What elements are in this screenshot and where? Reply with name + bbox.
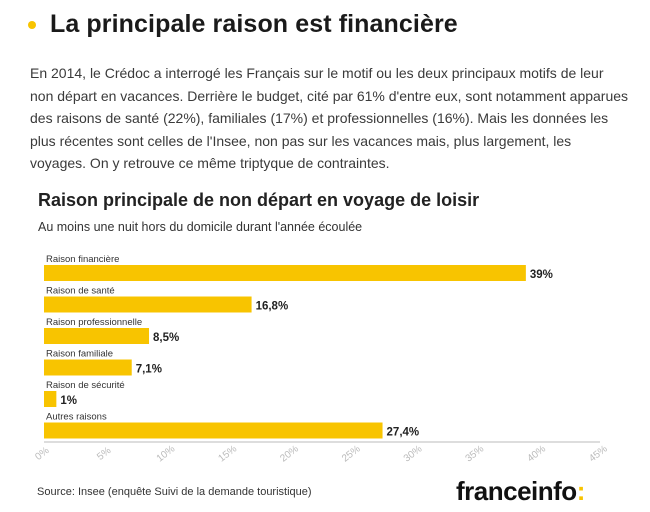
bar	[44, 422, 383, 439]
data-label: 1%	[60, 395, 77, 407]
logo-text: franceinfo	[456, 476, 577, 506]
category-label: Autres raisons	[46, 412, 107, 423]
x-tick-label: 45%	[587, 443, 610, 464]
category-label: Raison de santé	[46, 286, 115, 297]
x-tick-label: 35%	[464, 443, 487, 464]
data-label: 39%	[530, 269, 553, 281]
x-tick-label: 10%	[155, 443, 178, 464]
bullet-icon	[28, 20, 36, 29]
category-label: Raison financière	[46, 254, 119, 265]
source-note: Source: Insee (enquête Suivi de la deman…	[37, 486, 312, 498]
x-tick-label: 20%	[278, 443, 301, 464]
page-title: La principale raison est financière	[50, 10, 458, 38]
x-tick-label: 30%	[402, 443, 425, 464]
logo-colon: :	[576, 476, 586, 506]
data-label: 8,5%	[153, 332, 179, 344]
bar	[44, 359, 132, 376]
chart-subtitle: Au moins une nuit hors du domicile duran…	[38, 220, 363, 234]
bar	[44, 391, 57, 407]
x-tick-label: 0%	[33, 445, 51, 463]
category-label: Raison familiale	[46, 349, 113, 360]
intro-paragraph: En 2014, le Crédoc a interrogé les Franç…	[30, 65, 629, 171]
bar	[44, 296, 252, 313]
bar	[44, 328, 150, 344]
chart-title: Raison principale de non départ en voyag…	[38, 190, 480, 210]
data-label: 16,8%	[256, 301, 289, 313]
x-tick-label: 5%	[95, 445, 113, 463]
x-tick-label: 25%	[340, 443, 363, 464]
data-label: 7,1%	[136, 364, 162, 376]
category-label: Raison professionnelle	[46, 317, 142, 328]
franceinfo-logo: franceinfo:	[456, 476, 585, 507]
header: La principale raison est financière	[28, 10, 458, 39]
x-tick-label: 15%	[217, 443, 240, 464]
category-label: Raison de sécurité	[46, 380, 125, 391]
bar	[44, 265, 526, 281]
data-label: 27,4%	[387, 427, 420, 439]
x-tick-label: 40%	[525, 443, 548, 464]
